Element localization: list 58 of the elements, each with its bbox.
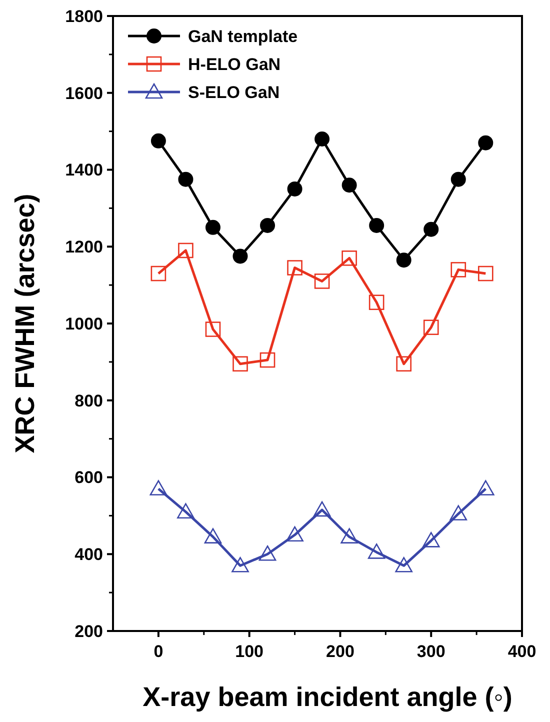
y-tick-label: 200 [74,622,103,641]
point [150,266,166,282]
point [150,480,168,496]
point [178,172,194,187]
x-tick-label: 300 [416,642,446,661]
point [260,218,276,233]
point [368,544,386,559]
x-tick-label: 100 [235,642,264,661]
point [178,242,194,258]
y-tick-label: 1400 [65,160,103,180]
point [424,222,439,237]
point [313,501,331,517]
point [287,260,302,276]
point [422,532,440,548]
point [177,503,194,518]
point [342,250,357,266]
x-axis-title: X-ray beam incident angle (◦) [142,682,512,712]
point [396,252,412,268]
legend-label: H-ELO GaN [188,54,281,74]
point [450,172,466,187]
point [476,480,494,496]
point [314,274,330,289]
point [258,545,276,561]
point [287,181,302,196]
legend-label: GaN template [188,26,298,46]
point [369,218,384,233]
x-tick-label: 400 [508,642,536,661]
y-tick-label: 1000 [65,314,103,334]
point [205,220,220,235]
point [423,320,439,335]
point [450,262,466,278]
y-tick-label: 800 [74,391,103,410]
x-tick-label: 200 [326,642,354,661]
point [478,266,494,282]
y-tick-label: 1600 [65,84,103,103]
y-tick-label: 1200 [65,238,103,257]
y-tick-label: 1800 [65,6,103,26]
point [286,526,304,542]
y-axis-title: XRC FWHM (arcsec) [10,194,40,454]
point [340,528,358,544]
point [204,528,222,544]
point [396,356,412,372]
y-tick-label: 600 [74,468,103,488]
point [232,356,248,372]
y-tick-label: 400 [74,545,103,564]
point [342,178,357,193]
point [150,133,166,148]
x-tick-label: 0 [154,642,164,661]
point [450,505,468,520]
point [478,135,494,150]
point [368,294,384,310]
point [260,352,276,368]
point [232,557,249,572]
point [395,557,412,572]
point [205,322,221,337]
point [314,132,330,146]
point [232,248,248,264]
legend-label: S-ELO GaN [188,82,280,102]
